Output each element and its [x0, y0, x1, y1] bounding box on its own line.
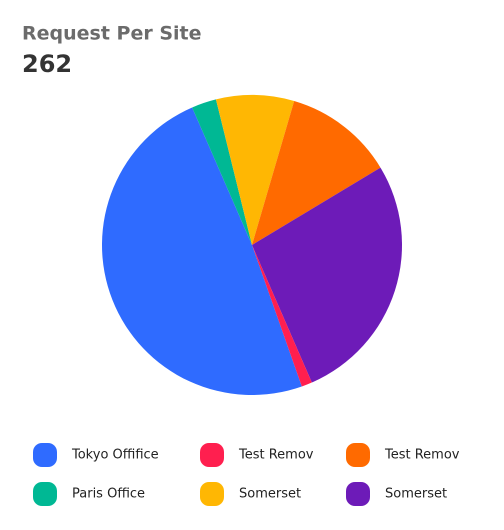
pie-slice — [252, 167, 403, 383]
pie-slice — [215, 95, 295, 245]
legend-label: Somerset — [239, 487, 301, 502]
pie-slice — [192, 99, 252, 245]
legend-swatch — [33, 482, 57, 506]
legend-swatch — [346, 443, 370, 467]
legend-label: Tokyo Offifice — [71, 448, 159, 463]
legend-label: Test Remov — [384, 448, 460, 463]
legend-swatch — [346, 482, 370, 506]
chart-title: Request Per Site — [22, 23, 202, 45]
legend-label: Somerset — [385, 487, 447, 502]
total-value: 262 — [22, 50, 72, 78]
legend-swatch — [33, 443, 57, 467]
pie-slice — [102, 107, 302, 395]
pie-slice — [252, 101, 381, 245]
pie-slice — [252, 245, 312, 387]
legend-swatch — [200, 482, 224, 506]
legend-label: Test Remov — [238, 448, 314, 463]
legend-swatch — [200, 443, 224, 467]
legend-label: Paris Office — [72, 487, 145, 502]
